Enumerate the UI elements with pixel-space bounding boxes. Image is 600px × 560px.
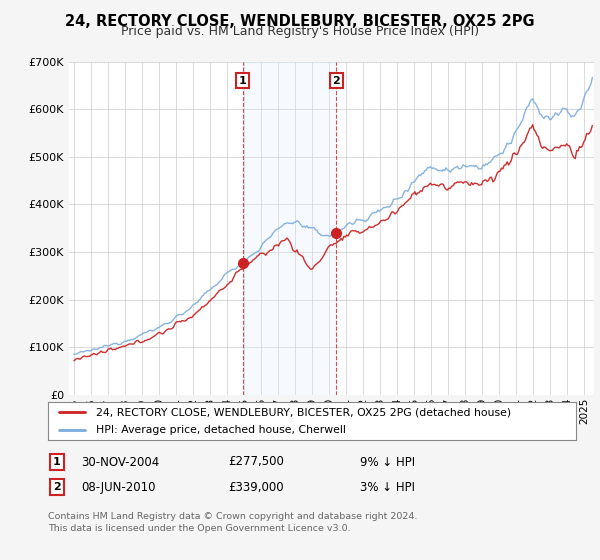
Text: £277,500: £277,500 (228, 455, 284, 469)
Text: 9% ↓ HPI: 9% ↓ HPI (360, 455, 415, 469)
Text: 2: 2 (53, 482, 61, 492)
Text: HPI: Average price, detached house, Cherwell: HPI: Average price, detached house, Cher… (95, 425, 346, 435)
Text: 1: 1 (53, 457, 61, 467)
Text: 2: 2 (332, 76, 340, 86)
Text: Contains HM Land Registry data © Crown copyright and database right 2024.
This d: Contains HM Land Registry data © Crown c… (48, 512, 418, 533)
Bar (242, 62, 337, 395)
Text: 24, RECTORY CLOSE, WENDLEBURY, BICESTER, OX25 2PG (detached house): 24, RECTORY CLOSE, WENDLEBURY, BICESTER,… (95, 407, 511, 417)
Text: 08-JUN-2010: 08-JUN-2010 (81, 480, 155, 494)
Text: 3% ↓ HPI: 3% ↓ HPI (360, 480, 415, 494)
Text: Price paid vs. HM Land Registry's House Price Index (HPI): Price paid vs. HM Land Registry's House … (121, 25, 479, 38)
Text: £339,000: £339,000 (228, 480, 284, 494)
Text: 24, RECTORY CLOSE, WENDLEBURY, BICESTER, OX25 2PG: 24, RECTORY CLOSE, WENDLEBURY, BICESTER,… (65, 14, 535, 29)
Text: 1: 1 (239, 76, 247, 86)
Text: 30-NOV-2004: 30-NOV-2004 (81, 455, 159, 469)
